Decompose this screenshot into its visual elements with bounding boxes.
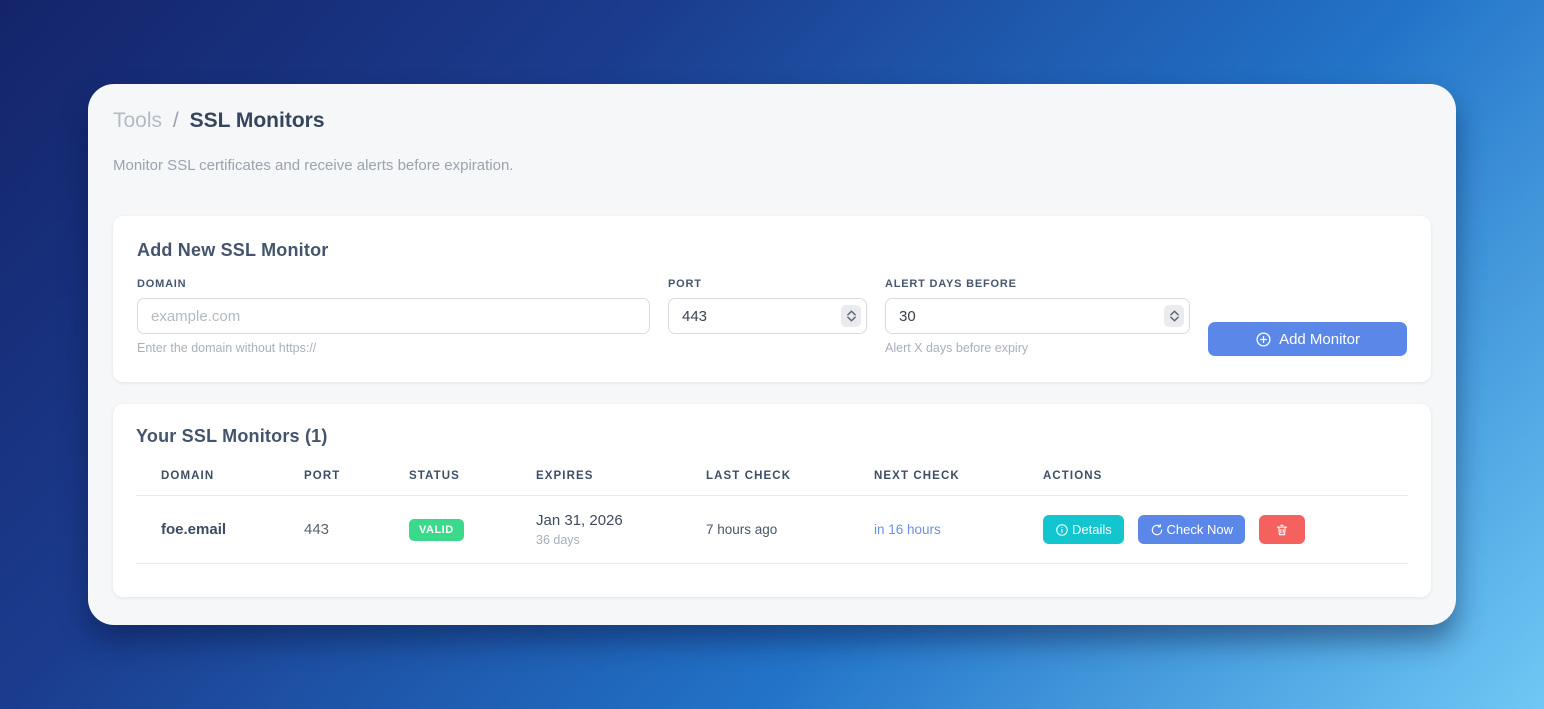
- table-header-row: DOMAIN PORT STATUS EXPIRES LAST CHECK NE…: [136, 460, 1408, 496]
- monitor-row: foe.email 443 VALID Jan 31, 2026 36 days…: [136, 495, 1408, 564]
- page-title: SSL Monitors: [189, 109, 325, 132]
- expires-days-remaining: 36 days: [536, 533, 580, 547]
- monitor-expires: Jan 31, 2026 36 days: [536, 495, 706, 564]
- add-monitor-card: Add New SSL Monitor DOMAIN Enter the dom…: [113, 216, 1431, 382]
- add-monitor-button[interactable]: Add Monitor: [1208, 322, 1407, 356]
- domain-field-group: DOMAIN Enter the domain without https://: [137, 278, 650, 355]
- add-monitor-card-title: Add New SSL Monitor: [137, 240, 329, 260]
- page-subtitle: Monitor SSL certificates and receive ale…: [113, 157, 514, 174]
- breadcrumb: Tools / SSL Monitors: [113, 108, 1431, 134]
- column-header-status: STATUS: [409, 460, 536, 496]
- column-header-port: PORT: [304, 460, 409, 496]
- chevron-up-icon: [846, 310, 856, 316]
- column-header-actions: ACTIONS: [1043, 460, 1408, 496]
- port-input[interactable]: [668, 298, 867, 334]
- alert-days-field-group: ALERT DAYS BEFORE Alert X days before ex…: [885, 278, 1190, 355]
- monitor-last-check: 7 hours ago: [706, 495, 874, 564]
- monitor-domain: foe.email: [136, 495, 304, 564]
- status-badge: VALID: [409, 518, 464, 541]
- column-header-domain: DOMAIN: [136, 460, 304, 496]
- chevron-up-icon: [1169, 310, 1179, 316]
- port-field-group: PORT: [668, 278, 867, 334]
- port-stepper[interactable]: [841, 305, 861, 327]
- domain-label: DOMAIN: [137, 278, 187, 290]
- alert-days-input[interactable]: [885, 298, 1190, 334]
- alert-days-stepper[interactable]: [1164, 305, 1184, 327]
- column-header-next-check: NEXT CHECK: [874, 460, 1043, 496]
- details-button-label: Details: [1072, 522, 1112, 537]
- breadcrumb-tools-link[interactable]: Tools: [113, 109, 163, 132]
- add-monitor-button-label: Add Monitor: [1279, 330, 1360, 348]
- refresh-icon: [1151, 523, 1162, 535]
- trash-icon: [1276, 524, 1287, 535]
- monitor-port: 443: [304, 495, 409, 564]
- chevron-down-icon: [846, 316, 856, 322]
- info-icon: [1056, 523, 1068, 536]
- check-now-button-label: Check Now: [1166, 522, 1233, 537]
- expires-date: Jan 31, 2026: [536, 512, 623, 529]
- monitors-table: DOMAIN PORT STATUS EXPIRES LAST CHECK NE…: [136, 460, 1408, 564]
- monitors-card-title: Your SSL Monitors (1): [136, 426, 328, 446]
- alert-days-helper-text: Alert X days before expiry: [885, 341, 1029, 355]
- plus-circle-icon: [1256, 331, 1271, 347]
- main-panel: Tools / SSL Monitors Monitor SSL certifi…: [88, 84, 1456, 625]
- monitors-card: Your SSL Monitors (1) DOMAIN PORT STATUS…: [113, 404, 1431, 597]
- domain-helper-text: Enter the domain without https://: [137, 341, 317, 355]
- check-now-button[interactable]: Check Now: [1137, 515, 1245, 544]
- column-header-expires: EXPIRES: [536, 460, 706, 496]
- details-button[interactable]: Details: [1043, 515, 1124, 544]
- domain-input[interactable]: [137, 298, 650, 334]
- delete-monitor-button[interactable]: [1258, 515, 1305, 544]
- breadcrumb-separator: /: [172, 109, 179, 132]
- column-header-last-check: LAST CHECK: [706, 460, 874, 496]
- port-label: PORT: [668, 278, 702, 290]
- monitor-next-check: in 16 hours: [874, 495, 1043, 564]
- chevron-down-icon: [1169, 316, 1179, 322]
- add-monitor-form: DOMAIN Enter the domain without https://…: [137, 278, 1407, 356]
- alert-days-label: ALERT DAYS BEFORE: [885, 278, 1017, 290]
- monitor-actions: Details Check Now: [1043, 495, 1408, 564]
